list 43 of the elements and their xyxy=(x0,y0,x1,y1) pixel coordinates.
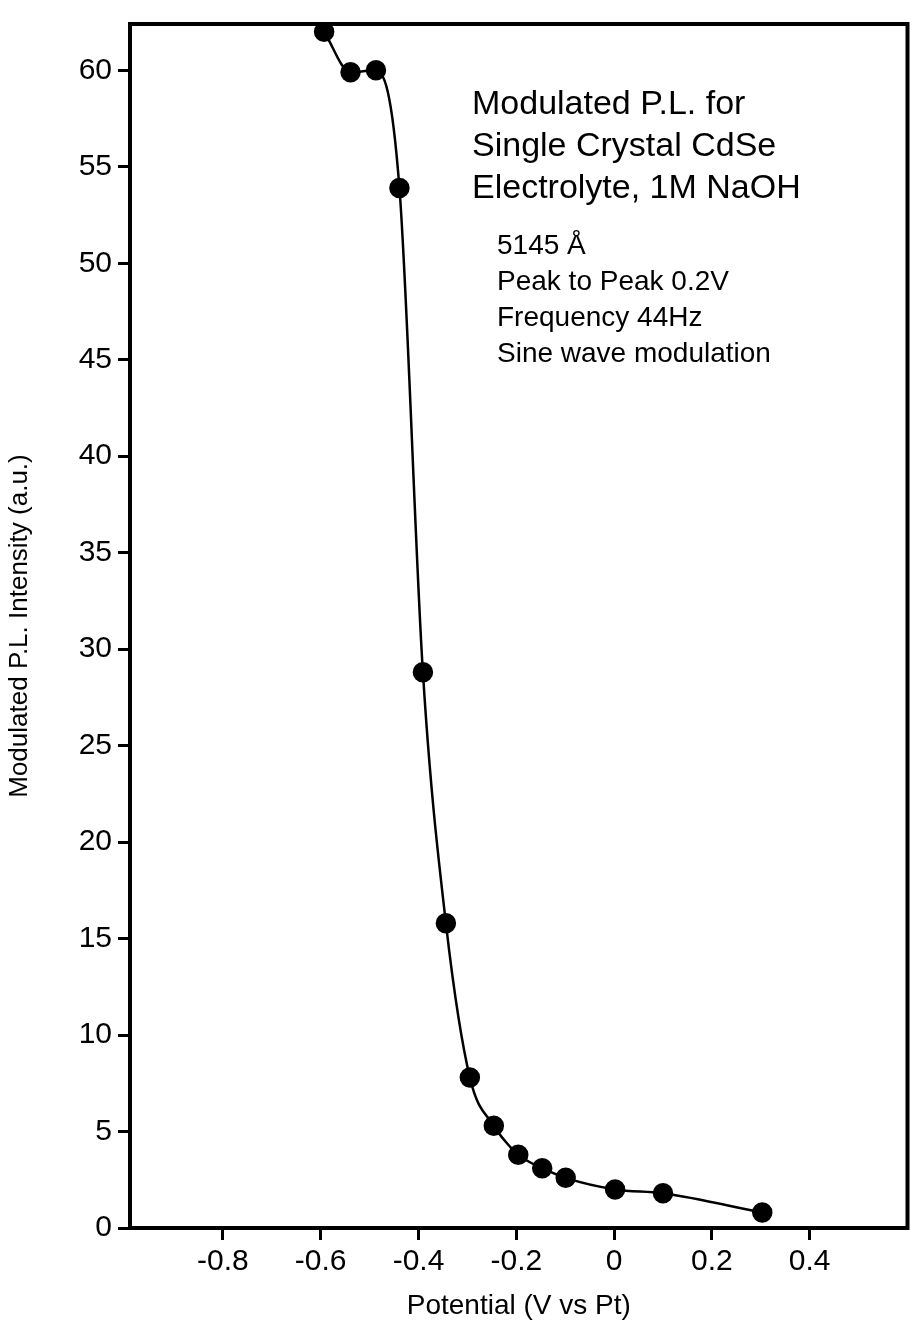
annotation: 5145 Å xyxy=(497,229,587,260)
point xyxy=(313,24,335,42)
point xyxy=(340,61,361,83)
annotation: Single Crystal CdSe xyxy=(472,125,777,163)
point xyxy=(365,60,387,81)
annotation: Peak to Peak 0.2V xyxy=(497,265,730,296)
x-tick-label: 0.2 xyxy=(691,1243,733,1277)
x-tick-label: 0 xyxy=(605,1243,623,1277)
x-tick-label: 0.4 xyxy=(788,1243,831,1277)
annotation: Sine wave modulation xyxy=(497,337,771,368)
x-axis-title: Potential (V vs Pt) xyxy=(406,1288,631,1320)
point xyxy=(389,177,410,199)
y-tick-label: 5 xyxy=(95,1112,112,1146)
y-tick-label: 60 xyxy=(78,51,112,85)
point xyxy=(555,1167,576,1189)
annotation: Frequency 44Hz xyxy=(497,301,703,332)
point xyxy=(412,662,434,683)
point xyxy=(508,1144,529,1165)
y-tick-label: 45 xyxy=(78,341,112,374)
point xyxy=(483,1115,505,1136)
annotation: Modulated P.L. for xyxy=(472,83,746,121)
y-tick-label: 10 xyxy=(78,1016,112,1050)
x-tick-label: -0.6 xyxy=(294,1243,347,1277)
y-tick-label: 20 xyxy=(78,823,112,857)
point xyxy=(752,1202,773,1223)
y-tick-label: 30 xyxy=(78,630,112,664)
point xyxy=(459,1067,481,1088)
y-tick-label: 40 xyxy=(78,437,112,471)
y-tick-label: 50 xyxy=(78,244,112,278)
annotation: Electrolyte, 1M NaOH xyxy=(472,167,801,205)
y-tick-label: 25 xyxy=(78,726,112,760)
point xyxy=(652,1183,674,1204)
point xyxy=(531,1157,553,1179)
point xyxy=(604,1179,626,1200)
x-tick-label: -0.4 xyxy=(392,1243,445,1277)
y-tick-label: 55 xyxy=(78,148,112,182)
x-tick-label: -0.8 xyxy=(197,1243,249,1277)
y-tick-label: 15 xyxy=(78,919,112,953)
y-tick-label: 35 xyxy=(78,533,112,567)
y-tick-label: 0 xyxy=(95,1209,112,1243)
x-tick-label: -0.2 xyxy=(490,1243,543,1277)
point xyxy=(435,912,457,934)
y-axis-title: Modulated P.L. Intensity (a.u.) xyxy=(2,454,33,798)
